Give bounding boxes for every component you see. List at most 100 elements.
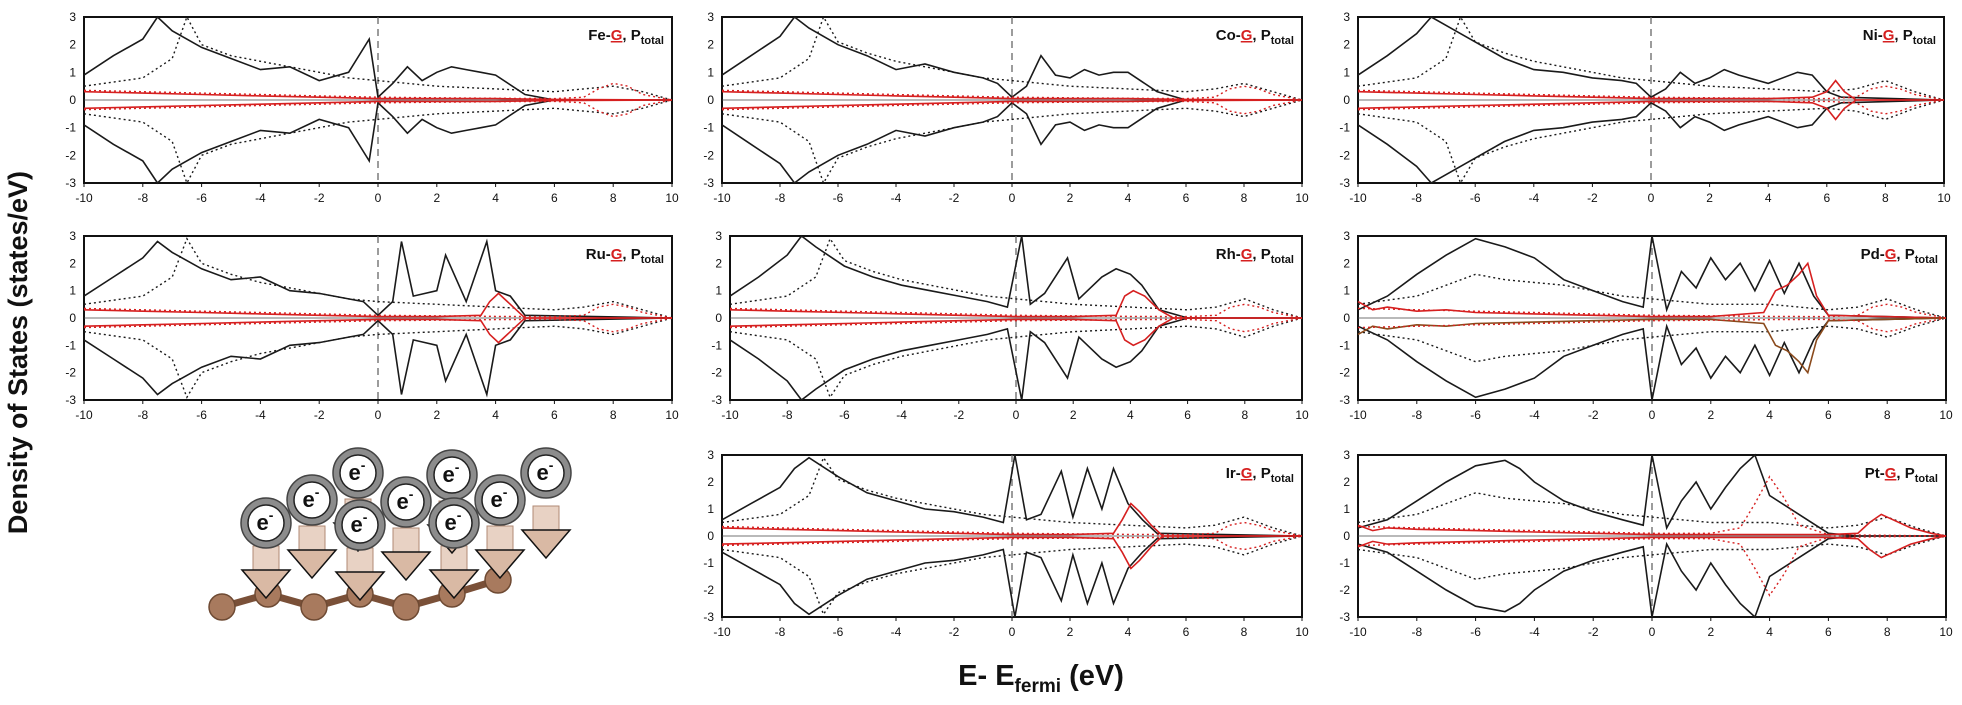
y-tick-label: 3 bbox=[1343, 229, 1350, 243]
y-tick-label: 0 bbox=[707, 93, 714, 107]
y-tick-label: 2 bbox=[707, 475, 714, 489]
x-tick-label: 0 bbox=[1009, 191, 1016, 205]
dos-series-3-spin-down bbox=[83, 99, 673, 118]
x-tick-label: 8 bbox=[1241, 408, 1248, 422]
dos-series-3-spin-down bbox=[721, 535, 1303, 551]
x-tick-label: 0 bbox=[1009, 625, 1016, 639]
x-tick-label: -10 bbox=[713, 191, 731, 205]
x-tick-label: 2 bbox=[1070, 408, 1077, 422]
x-tick-label: -4 bbox=[255, 191, 266, 205]
y-tick-label: -3 bbox=[703, 176, 714, 190]
x-tick-label: 0 bbox=[375, 408, 382, 422]
dos-series-3-spin-up bbox=[1357, 303, 1947, 319]
dos-series-0-spin-up bbox=[721, 454, 1303, 537]
y-tick-label: 0 bbox=[1343, 93, 1350, 107]
dos-series-1-spin-down bbox=[729, 317, 1303, 399]
dos-series-2-spin-up bbox=[83, 292, 672, 319]
x-tick-label: 10 bbox=[1937, 191, 1951, 205]
x-tick-label: 6 bbox=[1825, 625, 1832, 639]
dos-series-1-spin-down bbox=[83, 317, 673, 399]
x-axis-label-main: E- E bbox=[958, 660, 1015, 692]
x-axis-label: E- Efermi (eV) bbox=[0, 660, 1962, 698]
y-tick-label: -2 bbox=[703, 148, 714, 162]
dos-series-1-spin-up bbox=[721, 15, 1303, 101]
electron-core bbox=[339, 454, 377, 492]
arrow-head bbox=[240, 569, 292, 600]
dos-series-3-spin-down bbox=[83, 317, 673, 333]
x-tick-label: 8 bbox=[1241, 191, 1248, 205]
x-tick-label: -6 bbox=[839, 408, 850, 422]
dos-series-2-spin-up bbox=[1357, 513, 1947, 537]
x-tick-label: -2 bbox=[1588, 625, 1599, 639]
panel-title: Rh-G, Ptotal bbox=[1216, 246, 1294, 266]
y-tick-label: -2 bbox=[65, 366, 76, 380]
panel-title: Ru-G, Ptotal bbox=[586, 246, 664, 266]
y-tick-label: 0 bbox=[69, 93, 76, 107]
x-tick-label: -6 bbox=[1470, 408, 1481, 422]
y-tick-label: 0 bbox=[1343, 529, 1350, 543]
dos-series-3-spin-down bbox=[721, 99, 1303, 115]
dos-series-1-spin-up bbox=[83, 237, 673, 319]
electron-core bbox=[435, 504, 473, 542]
x-tick-label: 4 bbox=[1127, 408, 1134, 422]
x-tick-label: 8 bbox=[1884, 625, 1891, 639]
x-tick-label: -10 bbox=[1349, 191, 1367, 205]
y-tick-label: -1 bbox=[1339, 121, 1350, 135]
panel-title: Fe-G, Ptotal bbox=[588, 27, 664, 47]
x-tick-label: 6 bbox=[1825, 408, 1832, 422]
y-tick-label: 1 bbox=[707, 502, 714, 516]
x-tick-label: -2 bbox=[1588, 408, 1599, 422]
y-tick-label: 3 bbox=[707, 10, 714, 24]
electron-label: e- bbox=[445, 507, 462, 535]
dos-series-2-spin-down bbox=[1357, 535, 1947, 559]
x-tick-label: -4 bbox=[896, 408, 907, 422]
y-tick-label: -2 bbox=[1339, 583, 1350, 597]
dos-series-2-spin-up bbox=[729, 289, 1302, 319]
x-tick-label: -8 bbox=[1411, 625, 1422, 639]
dos-series-1-spin-down bbox=[1357, 317, 1947, 363]
y-tick-label: 3 bbox=[1343, 10, 1350, 24]
x-tick-label: 10 bbox=[1295, 191, 1309, 205]
dos-series-1-spin-down bbox=[1357, 535, 1947, 580]
x-tick-label: 8 bbox=[1884, 408, 1891, 422]
metal-atom bbox=[392, 593, 420, 621]
dos-series-0-spin-down bbox=[721, 535, 1303, 618]
dos-series-0-spin-down bbox=[721, 99, 1302, 185]
dos-series-3-spin-up bbox=[83, 82, 673, 101]
x-tick-label: 4 bbox=[1125, 191, 1132, 205]
x-tick-label: -2 bbox=[1587, 191, 1598, 205]
electron-core bbox=[481, 481, 519, 519]
y-tick-label: 3 bbox=[707, 448, 714, 462]
x-tick-label: -10 bbox=[1349, 408, 1367, 422]
x-tick-label: -8 bbox=[775, 625, 786, 639]
dos-series-2-spin-up bbox=[721, 502, 1302, 537]
x-tick-label: -8 bbox=[137, 191, 148, 205]
y-tick-label: -1 bbox=[703, 121, 714, 135]
electron-label: e- bbox=[303, 484, 320, 512]
x-axis-label-sub: fermi bbox=[1014, 675, 1062, 697]
x-tick-label: 0 bbox=[375, 191, 382, 205]
electron-label: e- bbox=[257, 507, 274, 535]
x-axis-label-unit: (eV) bbox=[1061, 660, 1124, 692]
x-tick-label: -8 bbox=[137, 408, 148, 422]
x-tick-label: 6 bbox=[551, 191, 558, 205]
arrow-head bbox=[520, 529, 572, 560]
dos-series-3-spin-up bbox=[729, 303, 1303, 319]
dos-series-0-spin-up bbox=[1357, 15, 1945, 101]
y-tick-label: -2 bbox=[1339, 366, 1350, 380]
dos-series-1-spin-down bbox=[83, 99, 673, 185]
electron-core bbox=[387, 483, 425, 521]
x-tick-label: -4 bbox=[1528, 191, 1539, 205]
electron-label: e- bbox=[537, 457, 554, 485]
metal-atom bbox=[300, 593, 328, 621]
x-tick-label: -6 bbox=[1470, 191, 1481, 205]
dos-series-0-spin-up bbox=[1357, 453, 1946, 537]
x-tick-label: 4 bbox=[492, 408, 499, 422]
panel-title: Ni-G, Ptotal bbox=[1863, 27, 1936, 47]
x-tick-label: 0 bbox=[1013, 408, 1020, 422]
